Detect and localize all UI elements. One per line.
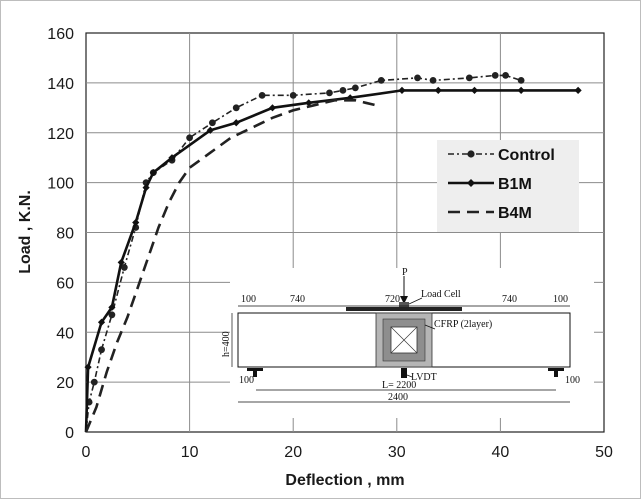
data-point-control	[377, 76, 385, 84]
dim-top-2: 740	[290, 294, 305, 305]
total-label: 2400	[388, 392, 408, 403]
data-point-b1m	[84, 363, 92, 371]
x-tick-label: 30	[388, 444, 406, 461]
y-tick-label: 0	[65, 425, 74, 442]
data-point-control	[351, 84, 359, 92]
lvdt	[401, 368, 407, 378]
lvdt-leader	[406, 374, 413, 378]
x-tick-label: 0	[82, 444, 91, 461]
load-cell-leader	[408, 297, 423, 305]
support-right-post	[554, 371, 558, 377]
data-point-control	[429, 76, 437, 84]
dim-top-3: 720	[385, 294, 400, 305]
legend: Control B1M B4M	[437, 140, 579, 232]
data-point-control	[414, 74, 421, 82]
dim-top-4: 740	[502, 294, 517, 305]
y-tick-label: 60	[56, 275, 74, 292]
span-label: L= 2200	[382, 380, 416, 391]
data-point-control	[326, 89, 333, 97]
support-left-plate	[247, 368, 263, 371]
x-tick-label: 50	[595, 444, 613, 461]
legend-box	[437, 140, 579, 232]
x-axis-title: Deflection , mm	[285, 472, 404, 489]
data-point-control	[491, 71, 499, 79]
legend-label-b4m: B4M	[498, 205, 532, 222]
legend-label-b1m: B1M	[498, 176, 532, 193]
data-point-control	[90, 378, 98, 386]
dim-top-5: 100	[553, 294, 568, 305]
data-point-control	[232, 104, 240, 112]
data-point-control	[108, 311, 116, 319]
cfrp-label: CFRP (2layer)	[434, 319, 492, 330]
beam-setup-diagram: P Load Cell 100 740 720 740 100 CFRP (2l…	[221, 267, 594, 418]
tick-labels: 0 10 20 30 40 50 0 20 40 60 80 100 120 140 160	[47, 26, 613, 461]
dim-bottom-1: 100	[239, 375, 254, 386]
data-point-b1m	[117, 258, 125, 267]
legend-marker-control	[467, 150, 475, 158]
spreader-beam	[346, 307, 462, 311]
x-tick-label: 40	[492, 444, 510, 461]
legend-label-control: Control	[498, 147, 555, 164]
series-b4m	[84, 99, 377, 433]
data-point-b1m	[168, 154, 176, 162]
data-point-b1m	[470, 86, 479, 94]
cfrp-leader	[424, 324, 436, 330]
lvdt-label: LVDT	[411, 372, 437, 383]
data-point-control	[258, 91, 266, 99]
dim-top-1: 100	[241, 294, 256, 305]
series-control	[85, 71, 525, 433]
load-arrow-head	[400, 296, 408, 304]
y-axis-title: Load , K.N.	[17, 190, 34, 274]
data-point-b1m	[108, 303, 116, 311]
data-point-control	[186, 134, 194, 142]
data-point-b1m	[434, 86, 442, 94]
series-line-b4m	[84, 99, 377, 433]
y-tick-label: 100	[47, 176, 74, 193]
y-tick-label: 120	[47, 126, 74, 143]
y-tick-label: 80	[56, 226, 74, 243]
data-point-b1m	[305, 99, 313, 107]
data-point-b1m	[206, 126, 214, 134]
data-point-b1m	[149, 169, 157, 177]
data-point-b1m	[142, 184, 150, 192]
dim-bottom-2: 100	[565, 375, 580, 386]
y-tick-label: 160	[47, 26, 74, 43]
data-point-b1m	[517, 86, 525, 94]
legend-entries: Control B1M B4M	[448, 147, 555, 222]
legend-marker-b1m	[467, 179, 475, 187]
load-label: P	[402, 267, 408, 278]
data-point-control	[98, 346, 105, 354]
data-point-control	[208, 119, 216, 127]
support-left-post	[253, 371, 257, 377]
data-point-control	[120, 264, 128, 271]
load-cell	[399, 302, 409, 308]
data-point-b1m	[268, 104, 277, 112]
y-tick-label: 20	[56, 375, 74, 392]
load-cell-label: Load Cell	[421, 289, 461, 300]
joint-diagonal-2	[390, 326, 418, 354]
x-tick-label: 20	[284, 444, 302, 461]
y-tick-label: 40	[56, 325, 74, 342]
series-b1m	[84, 86, 582, 433]
data-point-control	[289, 91, 297, 99]
data-point-control	[517, 76, 525, 84]
data-point-b1m	[398, 86, 406, 94]
height-label: h=400	[221, 331, 232, 357]
y-tick-label: 140	[47, 76, 74, 93]
x-tick-label: 10	[181, 444, 199, 461]
data-point-control	[502, 71, 509, 79]
data-point-control	[339, 86, 347, 94]
data-point-b1m	[97, 318, 106, 326]
series-layer	[84, 71, 582, 433]
data-point-b1m	[574, 86, 582, 94]
data-point-b1m	[232, 119, 240, 127]
support-right-plate	[548, 368, 564, 371]
data-point-b1m	[132, 218, 140, 227]
data-point-control	[465, 74, 473, 82]
